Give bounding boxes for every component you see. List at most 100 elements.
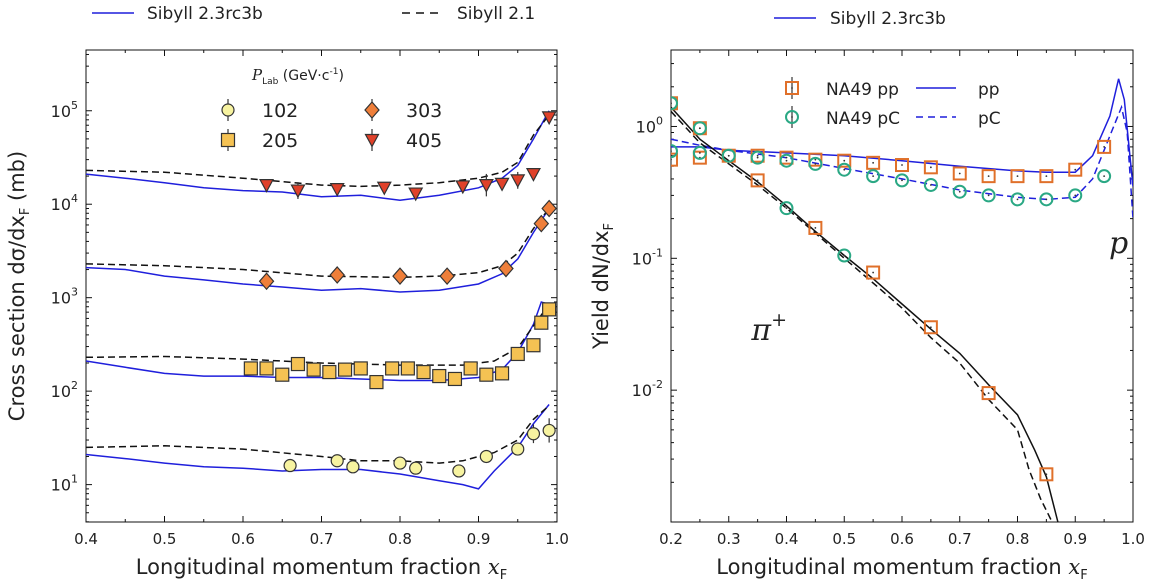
y-tick-label: 104 <box>51 192 78 214</box>
marker-center-dot <box>785 159 788 162</box>
marker-center-dot <box>987 194 990 197</box>
marker-box <box>750 173 765 188</box>
marker-ring <box>1010 192 1025 207</box>
data-point <box>259 361 274 376</box>
series-line <box>86 114 550 188</box>
y-tick-label: 102 <box>51 379 78 401</box>
marker-ring <box>779 201 794 216</box>
data-point <box>866 265 881 280</box>
marker-center-dot <box>1045 473 1048 476</box>
marker-center-dot <box>843 254 846 257</box>
data-point <box>526 427 541 441</box>
legend-title: PLab (GeV·c-1) <box>251 66 344 87</box>
left-panel-cross-section: 0.4 0.5 0.6 0.7 0.8 0.9 1.0101102103104105Long… <box>5 4 569 583</box>
data-point <box>416 364 431 380</box>
y-tick-label: 10-1 <box>632 246 663 268</box>
data-point <box>981 188 996 203</box>
data-point <box>400 361 415 376</box>
legend-marker <box>220 132 236 148</box>
right-panel-yield: 0.2 0.3 0.4 0.5 0.6 0.7 0.8 0.9 1.010010-110-2Lo… <box>589 9 1145 583</box>
marker-center-dot <box>987 175 990 178</box>
data-point <box>779 201 794 216</box>
marker-box <box>1068 162 1083 177</box>
data-point <box>541 199 557 218</box>
data-point <box>525 168 541 182</box>
data-series <box>671 144 852 263</box>
marker-ring <box>837 162 852 177</box>
data-point <box>1039 467 1054 482</box>
marker-ring <box>808 156 823 171</box>
data-point <box>452 464 466 478</box>
x-axis-label-symbol: x <box>488 555 500 579</box>
plot-area <box>86 110 557 490</box>
data-point <box>275 367 290 382</box>
annotation-symbol: p <box>1109 226 1128 261</box>
y-axis-label: Yield dN/dxF <box>589 223 617 350</box>
marker-ring <box>750 150 765 165</box>
data-point <box>290 184 306 199</box>
marker-box <box>866 155 881 170</box>
x-axis-label-sub: F <box>1080 568 1087 583</box>
legend-label: pC <box>978 109 1001 129</box>
data-point <box>409 461 423 475</box>
y-tick-exponent: 4 <box>71 192 78 205</box>
marker-center-dot <box>756 156 759 159</box>
marker-center-dot <box>1045 175 1048 178</box>
marker-ring <box>671 144 678 159</box>
top-legend-label: Sibyll 2.3rc3b <box>830 9 946 29</box>
x-axis-label: Longitudinal momentum fraction xF <box>136 555 507 583</box>
marker-ring <box>692 121 707 136</box>
marker-box <box>866 265 881 280</box>
data-point <box>895 158 909 173</box>
data-point <box>498 259 514 278</box>
x-tick-label: 0.6 <box>890 530 914 548</box>
legend-marker <box>364 101 380 119</box>
data-point <box>1010 192 1025 207</box>
legend: NA49 pp NA49 pC pp pC <box>785 77 1001 129</box>
plot-frame <box>670 49 1134 523</box>
marker-center-dot <box>843 168 846 171</box>
y-axis-label-text: Yield dN/dx <box>589 230 613 350</box>
top-legend-label: Sibyll 2.3rc3b <box>147 4 263 24</box>
marker-center-dot <box>843 159 846 162</box>
x-axis-label-text: Longitudinal momentum fraction <box>136 555 481 579</box>
y-tick-base: 10 <box>632 381 652 400</box>
data-point <box>533 214 550 233</box>
marker-center-dot <box>1103 145 1106 148</box>
y-tick-label: 105 <box>51 99 78 121</box>
marker-center-dot <box>929 166 932 169</box>
data-point <box>542 423 556 438</box>
data-point <box>283 458 297 473</box>
marker-ring <box>1068 188 1083 203</box>
marker-center-dot <box>1074 194 1077 197</box>
marker-center-dot <box>671 150 672 153</box>
data-point <box>511 442 525 456</box>
data-point <box>376 181 392 196</box>
annotation-superscript: + <box>771 309 787 331</box>
y-tick-label: 103 <box>51 286 78 308</box>
marker-box <box>1010 169 1025 184</box>
legend-title-unit: (GeV·c <box>283 68 330 84</box>
data-point <box>439 267 455 286</box>
marker-center-dot <box>1016 175 1019 178</box>
x-axis-label-sub: F <box>500 568 507 583</box>
marker-ring <box>692 145 707 160</box>
legend-title-exp: -1 <box>329 67 338 77</box>
data-point <box>1097 169 1112 184</box>
marker-box <box>837 153 852 168</box>
data-point <box>895 173 909 188</box>
data-point <box>1068 162 1083 177</box>
marker-center-dot <box>958 172 961 175</box>
x-tick-label: 0.5 <box>832 530 856 548</box>
y-axis-label: Cross section dσ/dxF (mb) <box>5 151 33 421</box>
y-tick-exponent: -1 <box>652 246 663 259</box>
data-point <box>455 180 471 195</box>
data-point <box>1068 188 1083 203</box>
legend-title-sub: Lab <box>262 77 279 87</box>
legend-label: 303 <box>406 100 442 122</box>
data-point <box>1039 192 1054 207</box>
y-axis-label-unit: (mb) <box>5 151 29 201</box>
data-point <box>385 361 400 376</box>
y-tick-base: 10 <box>51 195 71 214</box>
marker-box <box>785 81 799 95</box>
